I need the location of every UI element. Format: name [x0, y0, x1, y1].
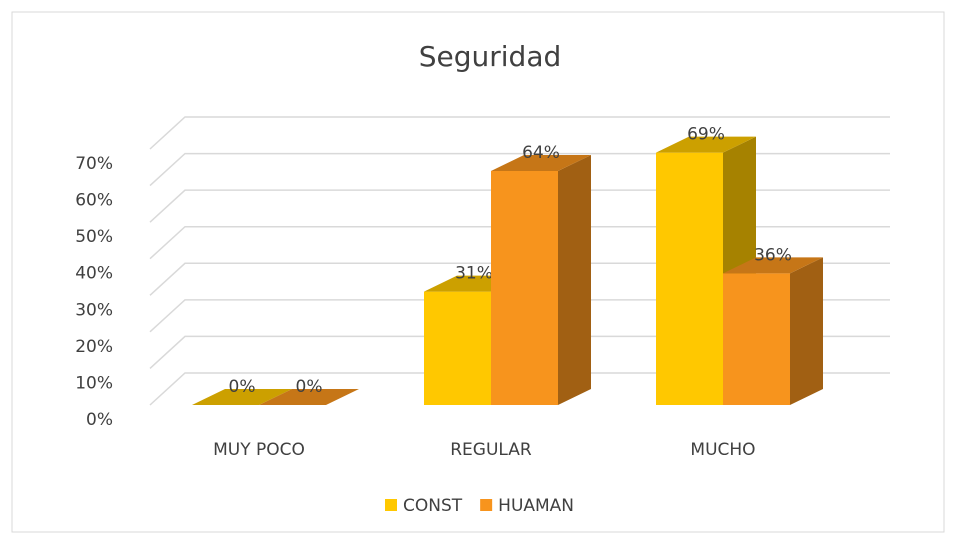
data-label: 0%	[229, 377, 256, 397]
y-tick-label: 60%	[75, 191, 113, 211]
y-tick-label: 50%	[75, 227, 113, 247]
bar	[723, 273, 790, 405]
bar-top	[259, 389, 359, 405]
y-tick-label: 0%	[86, 410, 113, 430]
legend-swatch	[385, 499, 397, 511]
grid-line	[149, 262, 890, 296]
y-tick-label: 70%	[75, 154, 113, 174]
bar-top	[723, 257, 823, 274]
grid-line	[149, 189, 890, 223]
x-tick-label: MUCHO	[690, 440, 755, 460]
x-tick-label: MUY POCO	[213, 440, 305, 460]
bar	[656, 152, 723, 405]
bar-side	[790, 257, 823, 405]
legend-label: CONST	[403, 496, 463, 516]
bar	[424, 291, 491, 405]
grid-line	[149, 116, 890, 150]
legend-swatch	[480, 499, 493, 511]
chart-title: Seguridad	[419, 40, 562, 73]
bar	[491, 170, 558, 405]
data-label: 64%	[522, 143, 560, 163]
grid-line	[149, 225, 890, 260]
grid-line	[149, 152, 890, 187]
data-label: 0%	[296, 377, 323, 397]
grid-line	[149, 335, 890, 369]
grid-line	[149, 299, 890, 333]
y-tick-label: 20%	[75, 337, 113, 357]
data-label: 69%	[687, 125, 725, 145]
data-label: 36%	[754, 245, 792, 265]
bar-top	[192, 389, 292, 405]
grid-line	[149, 372, 890, 406]
bar-top	[491, 154, 591, 171]
x-tick-label: REGULAR	[450, 440, 532, 460]
legend-label: HUAMAN	[498, 496, 574, 516]
y-tick-label: 10%	[75, 373, 113, 393]
bar-side	[558, 154, 591, 405]
data-label: 31%	[455, 264, 493, 284]
bar-top	[656, 136, 756, 153]
y-tick-label: 30%	[75, 300, 113, 320]
y-tick-label: 40%	[75, 264, 113, 284]
